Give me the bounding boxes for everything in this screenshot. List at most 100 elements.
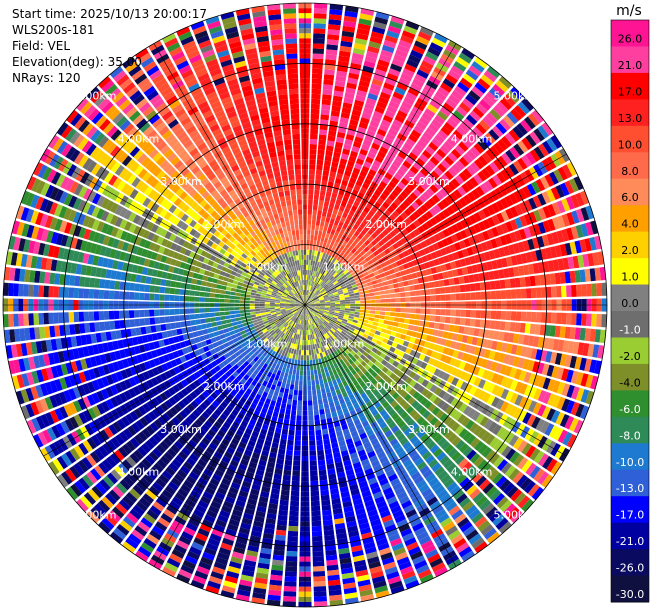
ray-gate-cell [197,500,209,509]
ray-gate-cell [575,372,584,386]
ray-gate-cell [376,537,388,546]
ray-gate-cell [367,235,375,243]
ray-gate-cell [446,462,457,473]
ray-gate-cell [386,72,399,82]
ray-gate-cell [456,125,468,137]
ray-gate-cell [132,385,141,396]
ray-gate-cell [374,16,389,25]
ray-gate-cell [357,285,363,289]
ray-gate-cell [313,309,319,313]
ray-gate-cell [346,257,353,264]
ray-gate-cell [376,64,388,73]
ray-gate-cell [561,398,571,412]
ray-gate-cell [441,363,449,372]
ray-gate-cell [255,336,261,342]
ray-gate-cell [419,339,426,347]
ray-gate-cell [223,473,233,482]
ray-gate-cell [375,446,384,455]
ray-gate-cell [110,469,122,481]
ray-gate-cell [339,311,345,315]
ray-gate-cell [282,377,288,384]
ray-gate-cell [374,314,380,319]
ray-gate-cell [307,209,313,215]
ray-gate-cell [341,267,347,273]
ray-gate-cell [150,377,159,386]
ray-gate-cell [385,197,393,206]
ray-gate-cell [500,429,511,441]
ray-gate-cell [312,344,316,350]
ray-gate-cell [135,419,145,430]
ray-gate-cell [199,523,212,533]
ray-gate-cell [299,344,302,351]
ray-gate-cell [312,561,325,567]
ray-gate-cell [313,338,317,345]
ray-gate-cell [290,363,294,370]
ray-gate-cell [574,356,582,370]
ray-gate-cell [426,253,433,261]
ray-gate-cell [450,309,456,317]
ray-gate-cell [328,359,333,366]
ray-gate-cell [367,125,378,133]
ray-gate-cell [368,433,377,441]
ray-gate-cell [459,521,473,533]
ray-gate-cell [350,228,356,235]
ray-gate-cell [552,380,561,393]
ray-gate-cell [335,199,342,206]
ray-gate-cell [384,294,391,299]
ray-gate-cell [285,330,290,335]
ray-gate-cell [314,374,319,380]
ray-gate-cell [360,306,366,310]
ray-gate-cell [424,108,436,118]
ray-gate-cell [468,375,477,385]
ray-gate-cell [283,393,289,399]
ray-gate-cell [309,270,312,276]
ray-gate-cell [400,190,409,199]
ray-gate-cell [179,355,187,363]
ray-gate-cell [412,259,419,266]
ray-gate-cell [412,161,423,171]
ray-gate-cell [339,359,345,365]
ray-gate-cell [551,202,561,215]
ray-gate-cell [587,253,595,267]
ray-gate-cell [328,244,333,251]
ray-gate-cell [288,520,299,527]
ray-gate-cell [394,312,401,318]
ray-gate-cell [332,395,339,402]
ray-gate-cell [115,503,128,515]
ray-gate-cell [541,363,550,376]
ray-gate-cell [479,282,486,291]
ray-gate-cell [358,18,372,26]
ray-gate-cell [264,471,274,479]
ray-gate-cell [309,305,315,308]
ray-gate-cell [528,197,538,210]
ray-gate-cell [462,525,476,537]
ray-gate-cell [216,464,227,473]
ray-gate-cell [298,308,302,313]
ray-gate-cell [495,237,503,247]
ray-gate-cell [284,414,291,420]
ray-gate-cell [546,408,556,421]
ray-gate-cell [314,3,328,9]
ray-gate-cell [289,419,296,426]
ray-gate-cell [290,343,294,349]
ray-gate-cell [599,266,606,281]
ray-gate-cell [464,284,471,292]
ray-gate-cell [310,304,316,305]
ray-gate-cell [421,222,430,231]
ray-gate-cell [222,421,231,430]
ray-gate-cell [280,403,287,409]
ray-gate-cell [349,326,355,332]
ray-gate-cell [316,261,320,267]
ray-gate-cell [483,180,494,192]
ray-gate-cell [546,233,555,246]
ray-gate-cell [357,579,371,587]
ray-gate-cell [591,313,597,327]
ray-gate-cell [518,265,525,276]
ray-gate-cell [160,426,170,437]
ray-gate-cell [330,305,336,308]
ray-gate-cell [479,416,489,427]
ray-gate-cell [275,320,280,325]
ray-gate-cell [217,487,228,496]
ray-gate-cell [297,308,302,313]
ray-gate-cell [294,379,299,386]
